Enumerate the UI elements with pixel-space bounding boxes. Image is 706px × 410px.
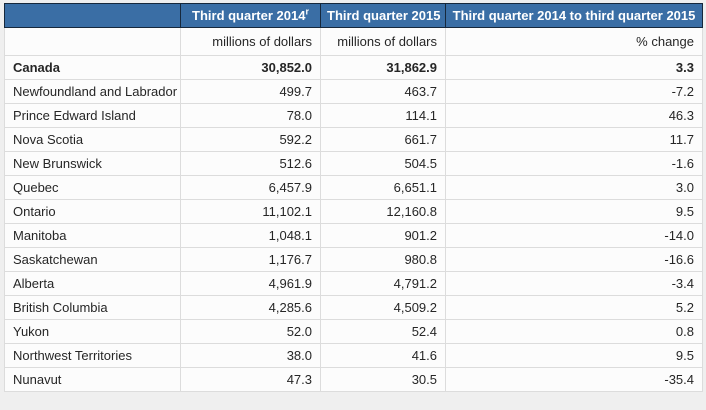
cell-pct-change: -14.0 — [445, 223, 703, 248]
cell-q3-2015: 4,791.2 — [320, 271, 446, 296]
header-row: Third quarter 2014r Third quarter 2015 T… — [4, 3, 703, 28]
cell-q3-2014: 512.6 — [180, 151, 321, 176]
table-row: Canada 30,852.0 31,862.9 3.3 — [4, 55, 703, 80]
table-row: Newfoundland and Labrador 499.7 463.7 -7.2 — [4, 79, 703, 104]
units-cell-region — [4, 27, 181, 56]
cell-pct-change: -35.4 — [445, 367, 703, 392]
cell-pct-change: -3.4 — [445, 271, 703, 296]
table-header: Third quarter 2014r Third quarter 2015 T… — [4, 3, 703, 56]
cell-q3-2014: 30,852.0 — [180, 55, 321, 80]
cell-pct-change: 9.5 — [445, 343, 703, 368]
cell-pct-change: 5.2 — [445, 295, 703, 320]
units-cell-q3-2015: millions of dollars — [320, 27, 446, 56]
table-row: New Brunswick 512.6 504.5 -1.6 — [4, 151, 703, 176]
cell-pct-change: 0.8 — [445, 319, 703, 344]
cell-pct-change: 3.0 — [445, 175, 703, 200]
row-label-region: Canada — [4, 55, 181, 80]
cell-q3-2014: 4,285.6 — [180, 295, 321, 320]
cell-q3-2014: 52.0 — [180, 319, 321, 344]
cell-q3-2015: 12,160.8 — [320, 199, 446, 224]
table-body: Canada 30,852.0 31,862.9 3.3 Newfoundland an… — [4, 55, 703, 392]
header-cell-q3-2014: Third quarter 2014r — [180, 3, 321, 28]
cell-q3-2015: 52.4 — [320, 319, 446, 344]
cell-q3-2014: 11,102.1 — [180, 199, 321, 224]
cell-q3-2014: 4,961.9 — [180, 271, 321, 296]
cell-q3-2015: 661.7 — [320, 127, 446, 152]
row-label-region: New Brunswick — [4, 151, 181, 176]
row-label-region: Manitoba — [4, 223, 181, 248]
cell-q3-2014: 1,048.1 — [180, 223, 321, 248]
cell-q3-2014: 6,457.9 — [180, 175, 321, 200]
cell-pct-change: -16.6 — [445, 247, 703, 272]
table-row: British Columbia 4,285.6 4,509.2 5.2 — [4, 295, 703, 320]
row-label-region: Nova Scotia — [4, 127, 181, 152]
table-row: Quebec 6,457.9 6,651.1 3.0 — [4, 175, 703, 200]
row-label-region: Quebec — [4, 175, 181, 200]
table-row: Nova Scotia 592.2 661.7 11.7 — [4, 127, 703, 152]
table-row: Ontario 11,102.1 12,160.8 9.5 — [4, 199, 703, 224]
row-label-region: Ontario — [4, 199, 181, 224]
cell-pct-change: 46.3 — [445, 103, 703, 128]
row-label-region: Nunavut — [4, 367, 181, 392]
cell-pct-change: -7.2 — [445, 79, 703, 104]
cell-q3-2015: 30.5 — [320, 367, 446, 392]
table-row: Northwest Territories 38.0 41.6 9.5 — [4, 343, 703, 368]
cell-q3-2015: 901.2 — [320, 223, 446, 248]
cell-pct-change: 3.3 — [445, 55, 703, 80]
cell-q3-2015: 114.1 — [320, 103, 446, 128]
cell-pct-change: 9.5 — [445, 199, 703, 224]
cell-q3-2015: 504.5 — [320, 151, 446, 176]
cell-pct-change: 11.7 — [445, 127, 703, 152]
table-row: Yukon 52.0 52.4 0.8 — [4, 319, 703, 344]
table-row: Prince Edward Island 78.0 114.1 46.3 — [4, 103, 703, 128]
cell-q3-2014: 78.0 — [180, 103, 321, 128]
cell-q3-2014: 1,176.7 — [180, 247, 321, 272]
table-row: Manitoba 1,048.1 901.2 -14.0 — [4, 223, 703, 248]
row-label-region: Yukon — [4, 319, 181, 344]
header-label-q3-2014: Third quarter 2014 — [192, 8, 306, 23]
units-cell-q3-2014: millions of dollars — [180, 27, 321, 56]
cell-q3-2015: 41.6 — [320, 343, 446, 368]
cell-q3-2014: 47.3 — [180, 367, 321, 392]
table-row: Nunavut 47.3 30.5 -35.4 — [4, 367, 703, 392]
cell-q3-2014: 38.0 — [180, 343, 321, 368]
revised-superscript: r — [305, 6, 309, 17]
row-label-region: British Columbia — [4, 295, 181, 320]
cell-q3-2015: 4,509.2 — [320, 295, 446, 320]
table-row: Saskatchewan 1,176.7 980.8 -16.6 — [4, 247, 703, 272]
cell-q3-2015: 6,651.1 — [320, 175, 446, 200]
cell-pct-change: -1.6 — [445, 151, 703, 176]
cell-q3-2015: 980.8 — [320, 247, 446, 272]
cell-q3-2015: 463.7 — [320, 79, 446, 104]
row-label-region: Prince Edward Island — [4, 103, 181, 128]
row-label-region: Saskatchewan — [4, 247, 181, 272]
row-label-region: Alberta — [4, 271, 181, 296]
units-row: millions of dollars millions of dollars … — [4, 27, 703, 56]
cell-q3-2014: 499.7 — [180, 79, 321, 104]
header-cell-region — [4, 3, 181, 28]
quarterly-data-table: Third quarter 2014r Third quarter 2015 T… — [4, 3, 703, 392]
row-label-region: Northwest Territories — [4, 343, 181, 368]
cell-q3-2014: 592.2 — [180, 127, 321, 152]
cell-q3-2015: 31,862.9 — [320, 55, 446, 80]
row-label-region: Newfoundland and Labrador — [4, 79, 181, 104]
table-row: Alberta 4,961.9 4,791.2 -3.4 — [4, 271, 703, 296]
units-cell-change: % change — [445, 27, 703, 56]
header-cell-q3-2015: Third quarter 2015 — [320, 3, 446, 28]
header-cell-change: Third quarter 2014 to third quarter 2015 — [445, 3, 703, 28]
